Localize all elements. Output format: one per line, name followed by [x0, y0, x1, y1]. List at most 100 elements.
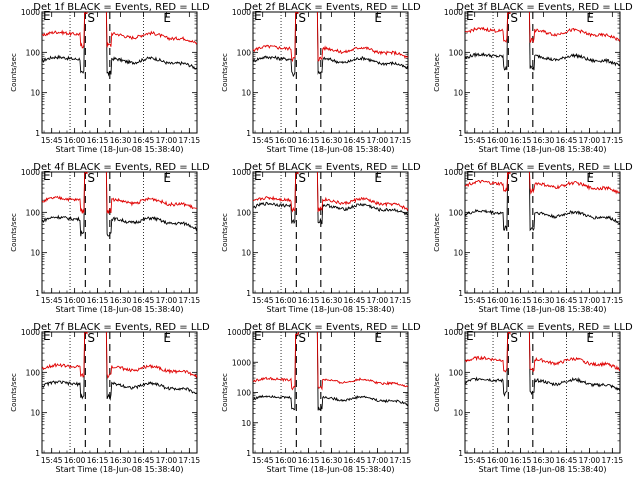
- x-tick-label: 17:00: [156, 296, 178, 305]
- y-tick-label: 1000: [232, 168, 251, 177]
- plot-frame: [464, 171, 621, 294]
- end-marker-label: E: [163, 331, 171, 345]
- x-tick-label: 16:45: [133, 136, 155, 145]
- y-tick-label: 1000: [232, 8, 251, 17]
- panel-title: Det 7f BLACK = Events, RED = LLD: [33, 322, 210, 333]
- x-tick-label: 17:00: [367, 296, 389, 305]
- y-axis-label: Counts/sec: [221, 53, 229, 92]
- events-series-line: [465, 332, 620, 397]
- plot-frame: [41, 11, 198, 134]
- lld-series-line: [465, 172, 620, 195]
- x-tick-label: 15:45: [464, 136, 486, 145]
- detector-panel: Det 2f BLACK = Events, RED = LLD 1 10 100 10…: [221, 2, 421, 154]
- panel-title: Det 9f BLACK = Events, RED = LLD: [456, 322, 633, 333]
- start-marker-label: S: [87, 331, 95, 345]
- x-tick-label: 17:00: [367, 456, 389, 465]
- y-tick-label: 100: [237, 389, 252, 398]
- detector-panel: Det 3f BLACK = Events, RED = LLD 1 10 100 10…: [433, 2, 633, 154]
- x-tick-label: 16:45: [556, 136, 578, 145]
- y-tick-label: 1: [246, 449, 251, 458]
- x-tick-label: 16:30: [321, 456, 343, 465]
- y-tick-label: 10: [241, 89, 251, 98]
- y-axis-label: Counts/sec: [433, 373, 441, 412]
- detector-panel: Det 4f BLACK = Events, RED = LLD 1 10 100 10…: [10, 162, 210, 314]
- y-tick-label: 10: [453, 409, 463, 418]
- y-tick-label: 100: [26, 208, 41, 217]
- y-axis-label: Counts/sec: [10, 373, 18, 412]
- x-tick-label: 17:00: [579, 456, 601, 465]
- y-tick-label: 100: [449, 208, 464, 217]
- y-axis-label: Counts/sec: [433, 213, 441, 252]
- end-marker-label: E: [374, 331, 382, 345]
- y-axis-label: Counts/sec: [433, 53, 441, 92]
- x-tick-label: 17:00: [579, 296, 601, 305]
- end-marker-label: E: [163, 11, 171, 25]
- y-tick-label: 100: [237, 48, 252, 57]
- y-tick-label: 10: [30, 89, 40, 98]
- y-tick-label: 1: [458, 129, 463, 138]
- panel-title: Det 5f BLACK = Events, RED = LLD: [244, 162, 421, 173]
- end-marker-label: E: [374, 11, 382, 25]
- x-tick-label: 16:15: [510, 136, 532, 145]
- y-axis-label: Counts/sec: [10, 213, 18, 252]
- end-marker-label: E: [586, 171, 594, 185]
- plot-frame: [252, 11, 409, 134]
- y-tick-label: 1000: [444, 328, 463, 337]
- end-marker-label: E: [374, 171, 382, 185]
- x-tick-label: 16:45: [133, 456, 155, 465]
- x-axis-label: Start Time (18-Jun-08 15:38:40): [267, 145, 395, 154]
- y-tick-label: 10: [241, 249, 251, 258]
- x-tick-label: 15:45: [464, 456, 486, 465]
- x-tick-label: 16:00: [487, 456, 509, 465]
- detector-panel: Det 7f BLACK = Events, RED = LLD 1 10 100 10…: [10, 322, 210, 474]
- x-tick-label: 16:15: [510, 456, 532, 465]
- panel-title: Det 8f BLACK = Events, RED = LLD: [244, 322, 421, 333]
- x-tick-label: 16:00: [64, 136, 86, 145]
- x-tick-label: 17:15: [390, 136, 412, 145]
- y-tick-label: 10: [30, 249, 40, 258]
- x-tick-label: 16:45: [344, 296, 366, 305]
- x-tick-label: 15:45: [252, 456, 274, 465]
- y-tick-label: 1000: [444, 168, 463, 177]
- end-marker-label: E: [466, 329, 474, 343]
- x-tick-label: 17:00: [156, 456, 178, 465]
- events-series-line: [253, 172, 408, 225]
- x-tick-label: 17:15: [602, 296, 624, 305]
- end-marker-label: E: [254, 169, 262, 183]
- end-marker-label: E: [163, 171, 171, 185]
- x-axis-label: Start Time (18-Jun-08 15:38:40): [479, 465, 607, 474]
- events-series-line: [42, 172, 197, 237]
- x-axis-label: Start Time (18-Jun-08 15:38:40): [267, 465, 395, 474]
- y-tick-label: 1: [458, 289, 463, 298]
- x-tick-label: 15:45: [252, 136, 274, 145]
- plot-frame: [252, 171, 409, 294]
- detector-panel: Det 1f BLACK = Events, RED = LLD 1 10 100 10…: [10, 2, 210, 154]
- y-axis-label: Counts/sec: [221, 373, 229, 412]
- x-tick-label: 16:15: [298, 136, 320, 145]
- x-tick-label: 16:15: [298, 296, 320, 305]
- y-tick-label: 100: [26, 48, 41, 57]
- y-tick-label: 1: [35, 289, 40, 298]
- panel-title: Det 3f BLACK = Events, RED = LLD: [456, 2, 633, 13]
- x-tick-label: 17:00: [579, 136, 601, 145]
- detector-panel: Det 8f BLACK = Events, RED = LLD 1 10 100 10…: [221, 322, 421, 474]
- x-axis-label: Start Time (18-Jun-08 15:38:40): [56, 465, 184, 474]
- end-marker-label: E: [254, 329, 262, 343]
- events-series-line: [253, 332, 408, 411]
- end-marker-label: E: [43, 169, 51, 183]
- x-tick-label: 17:15: [179, 456, 201, 465]
- x-tick-label: 17:15: [179, 136, 201, 145]
- y-tick-label: 10: [453, 249, 463, 258]
- end-marker-label: E: [43, 329, 51, 343]
- lld-series-line: [42, 12, 197, 49]
- x-axis-label: Start Time (18-Jun-08 15:38:40): [479, 145, 607, 154]
- plot-frame: [252, 331, 409, 454]
- x-tick-label: 16:15: [510, 296, 532, 305]
- x-tick-label: 16:15: [87, 296, 109, 305]
- y-tick-label: 100: [26, 368, 41, 377]
- x-tick-label: 16:30: [321, 136, 343, 145]
- start-marker-label: S: [298, 11, 306, 25]
- x-tick-label: 16:00: [64, 456, 86, 465]
- y-tick-label: 10: [453, 89, 463, 98]
